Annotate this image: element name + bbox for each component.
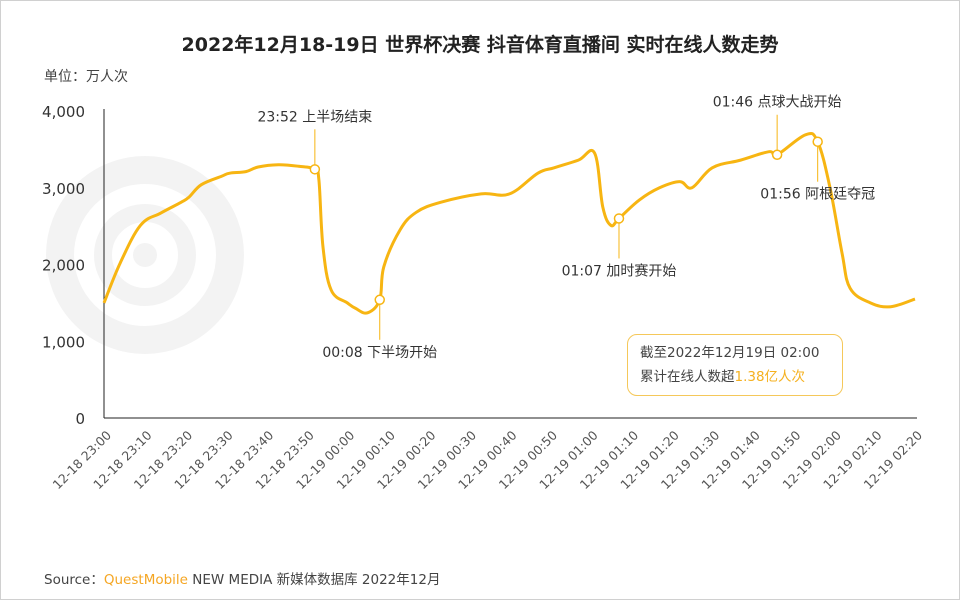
annotation-label: 01:46 点球大战开始	[713, 95, 842, 111]
questmobile-logo-watermark	[46, 156, 244, 354]
y-tick-label: 2,000	[42, 257, 85, 275]
source-rest: NEW MEDIA 新媒体数据库 2022年12月	[187, 572, 441, 588]
info-line-2-prefix: 累计在线人数超	[640, 369, 735, 385]
y-tick-label: 3,000	[42, 180, 85, 198]
y-tick-label: 4,000	[42, 103, 85, 121]
info-line-2: 累计在线人数超1.38亿人次	[640, 365, 842, 389]
annotation-label: 00:08 下半场开始	[322, 345, 437, 361]
annotation-marker	[374, 294, 385, 306]
info-highlight: 1.38亿人次	[734, 369, 806, 385]
series-line	[102, 131, 916, 315]
annotation-label: 01:56 阿根廷夺冠	[760, 187, 875, 203]
chart-title: 2022年12月18-19日 世界杯决赛 抖音体育直播间 实时在线人数走势	[181, 34, 779, 56]
info-line-1: 截至2022年12月19日 02:00	[640, 345, 820, 361]
unit-label: 单位：万人次	[44, 69, 128, 85]
annotation-marker	[613, 213, 625, 224]
annotation-label: 01:07 加时赛开始	[562, 263, 677, 279]
annotation-marker	[771, 149, 783, 160]
y-tick-label: 0	[75, 410, 85, 428]
annotation-marker	[309, 164, 321, 175]
y-tick-label: 1,000	[42, 333, 85, 351]
source-brand: QuestMobile	[103, 572, 188, 588]
annotation-label: 23:52 上半场结束	[257, 109, 372, 125]
source-prefix: Source：	[44, 572, 104, 588]
source-note: Source：QuestMobile NEW MEDIA 新媒体数据库 2022…	[44, 568, 440, 588]
annotation-marker	[812, 136, 823, 147]
info-box: 截至2022年12月19日 02:00 累计在线人数超1.38亿人次	[627, 334, 843, 396]
